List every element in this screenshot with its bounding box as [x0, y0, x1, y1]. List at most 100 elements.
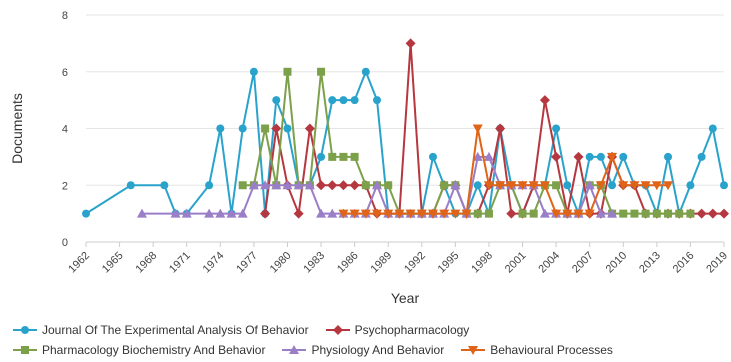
x-tick-label: 1989 [369, 250, 395, 276]
data-point [529, 209, 538, 218]
data-point [686, 209, 695, 218]
legend-item[interactable]: Physiology And Behavior [281, 343, 444, 357]
data-point [384, 181, 393, 190]
data-point [629, 181, 640, 191]
data-point [204, 208, 215, 218]
data-point [416, 209, 427, 219]
legend-row: Pharmacology Biochemistry And Behavior Ph… [12, 340, 727, 360]
x-tick-label: 2019 [704, 250, 730, 276]
x-tick-label: 2010 [604, 250, 630, 276]
x-tick-label: 2013 [637, 250, 663, 276]
legend-item[interactable]: Psychopharmacology [325, 323, 470, 337]
data-point [293, 208, 304, 219]
data-point [472, 151, 483, 161]
data-point [506, 208, 517, 219]
data-point [170, 208, 181, 218]
line-chart: 1962 1965 1968 1971 1974 1977 1980 1983 1986 1989… [9, 10, 730, 306]
data-point [361, 181, 370, 190]
data-point [249, 67, 258, 76]
data-point [405, 38, 416, 49]
data-point [696, 208, 707, 219]
data-point [506, 181, 517, 191]
legend-label: Behavioural Processes [490, 343, 613, 357]
x-tick-label: 2004 [536, 250, 562, 276]
data-point [339, 96, 348, 105]
data-point [450, 209, 461, 219]
y-tick-label: 2 [62, 180, 68, 192]
data-point [619, 152, 628, 161]
data-point [484, 209, 493, 218]
y-tick-label: 0 [62, 237, 68, 249]
data-point [573, 209, 584, 219]
data-point [518, 209, 527, 218]
data-point [651, 181, 662, 191]
legend-item[interactable]: Pharmacology Biochemistry And Behavior [12, 343, 265, 357]
data-point [607, 152, 618, 162]
data-point [483, 151, 494, 161]
data-point [261, 124, 270, 133]
y-axis: 0 2 4 6 8 [62, 10, 68, 249]
data-point [539, 95, 550, 106]
data-point [584, 209, 595, 219]
x-tick-label: 1986 [335, 250, 361, 276]
x-tick-label: 2007 [570, 250, 596, 276]
data-point [640, 181, 651, 191]
data-point [405, 209, 416, 219]
legend-label: Psychopharmacology [354, 323, 470, 337]
data-point [585, 152, 594, 161]
data-point [539, 181, 550, 191]
x-tick-label: 1974 [201, 250, 227, 276]
data-point [327, 180, 338, 191]
legend-row: Journal Of The Experimental Analysis Of … [12, 320, 727, 340]
x-tick-label: 2016 [671, 250, 697, 276]
data-point [595, 181, 606, 191]
x-tick-label: 1971 [167, 250, 193, 276]
x-axis: 1962 1965 1968 1971 1974 1977 1980 1983 1986 1989… [66, 241, 730, 276]
data-point [272, 96, 281, 105]
data-point [563, 181, 572, 190]
data-point [339, 152, 348, 161]
data-point [439, 209, 450, 219]
series-4 [338, 124, 674, 219]
data-point [707, 208, 718, 219]
data-point [450, 180, 461, 190]
data-point [697, 152, 706, 161]
legend-label: Physiology And Behavior [311, 343, 445, 357]
data-point [552, 181, 561, 190]
data-point [349, 209, 360, 219]
legend-label: Pharmacology Biochemistry And Behavior [42, 343, 266, 357]
legend-marker-icon [468, 346, 479, 355]
legend-item[interactable]: Behavioural Processes [460, 343, 613, 357]
data-point [719, 208, 729, 219]
data-point [293, 180, 304, 190]
data-point [372, 209, 383, 219]
data-point [327, 208, 338, 218]
data-point [181, 208, 192, 218]
data-point [304, 123, 315, 134]
data-point [675, 209, 684, 218]
x-axis-title: Year [391, 290, 420, 306]
legend-item[interactable]: Journal Of The Experimental Analysis Of … [12, 323, 309, 337]
data-point [664, 209, 673, 218]
data-point [528, 181, 539, 191]
data-point [440, 181, 449, 190]
series-line [85, 69, 725, 218]
data-point [607, 208, 618, 218]
data-point [372, 180, 383, 190]
legend-marker-icon [21, 346, 29, 354]
legend-swatch-icon [461, 346, 486, 355]
data-point [317, 67, 326, 76]
data-point [619, 209, 628, 218]
x-tick-label: 1980 [268, 250, 294, 276]
data-point [461, 209, 472, 219]
data-point [226, 208, 237, 218]
data-point [338, 209, 349, 219]
data-point [539, 208, 550, 218]
data-point [248, 180, 259, 190]
data-point [283, 67, 292, 76]
x-tick-label: 1965 [100, 250, 126, 276]
data-point [708, 124, 717, 133]
data-point [383, 209, 394, 219]
y-tick-label: 6 [62, 67, 68, 79]
legend-label: Journal Of The Experimental Analysis Of … [42, 323, 309, 337]
